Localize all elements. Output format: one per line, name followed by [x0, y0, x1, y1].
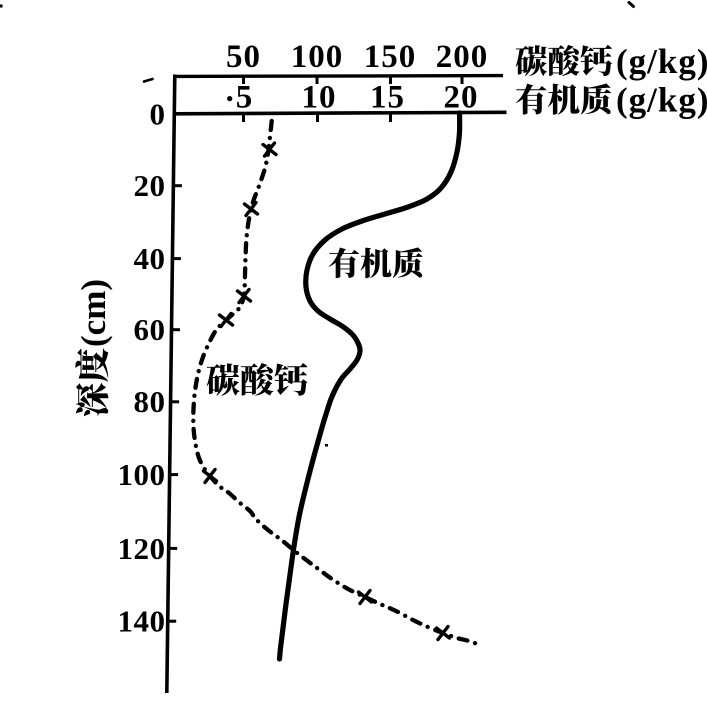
svg-text:5: 5 [236, 80, 254, 116]
svg-text:150: 150 [364, 39, 417, 75]
svg-text:50: 50 [226, 39, 261, 75]
svg-text:100: 100 [291, 39, 344, 75]
svg-text:(g/kg): (g/kg) [616, 42, 707, 81]
svg-text:20: 20 [134, 168, 166, 203]
svg-text:80: 80 [134, 384, 166, 419]
svg-text:20: 20 [444, 80, 479, 116]
svg-text:10: 10 [302, 80, 337, 116]
svg-text:200: 200 [436, 39, 489, 75]
svg-text:(cm): (cm) [74, 279, 113, 347]
svg-text:140: 140 [118, 604, 166, 639]
svg-text:(g/kg): (g/kg) [616, 81, 707, 120]
svg-text:120: 120 [118, 531, 166, 566]
svg-text:40: 40 [134, 241, 166, 276]
svg-text:0: 0 [150, 96, 166, 131]
svg-text:15: 15 [370, 80, 405, 116]
svg-text:60: 60 [134, 312, 166, 347]
svg-text:100: 100 [118, 457, 166, 492]
